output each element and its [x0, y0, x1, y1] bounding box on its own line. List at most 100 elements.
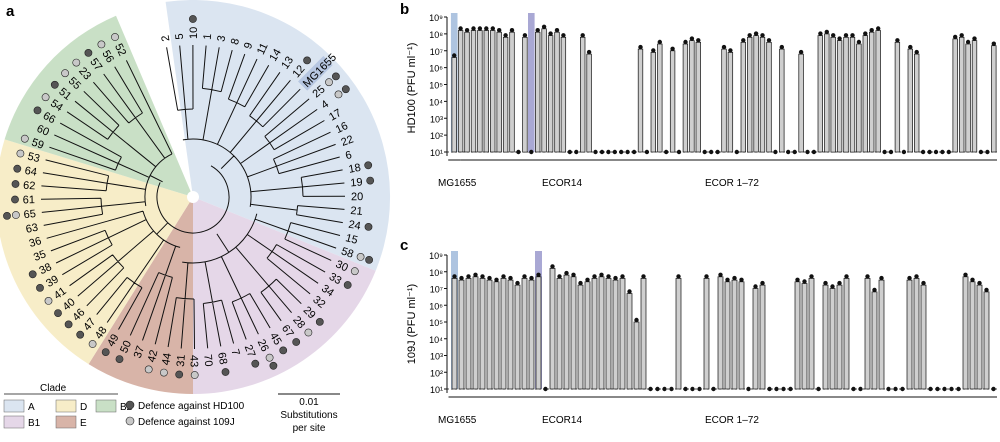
leaf-label: 33: [327, 271, 344, 287]
bar-point: [760, 280, 765, 286]
bar-point: [746, 386, 751, 392]
bar: [633, 321, 640, 390]
bar-point: [786, 149, 791, 155]
bar-point: [535, 28, 540, 33]
tree-leaf: 57: [87, 56, 104, 73]
leaf-label: 59: [30, 136, 46, 151]
tree-leaf: 18: [348, 162, 362, 176]
tree-leaf: 17: [327, 107, 344, 124]
bar: [549, 268, 556, 390]
defence-hd100-dot: [188, 15, 197, 23]
tree-leaf: 41: [52, 285, 69, 302]
leaf-label: 38: [37, 261, 53, 277]
leaf-label: 52: [112, 42, 128, 58]
defence-109j-dot: [44, 296, 53, 305]
bar-point: [728, 48, 733, 53]
bar: [521, 278, 528, 390]
tree-leaf: 5: [174, 33, 186, 40]
defence-hd100-dot: [364, 161, 373, 170]
bar-point: [824, 29, 829, 35]
bar: [864, 278, 871, 390]
defence-109j-dot: [304, 328, 313, 337]
bar-point: [963, 272, 968, 277]
tree-leaf: 10: [188, 27, 200, 39]
bar: [830, 36, 836, 153]
defence-hd100-dot: [269, 361, 278, 370]
bar: [794, 281, 801, 390]
legend-swatch-B2: [95, 399, 117, 413]
bar-point: [830, 284, 835, 289]
bar-point: [550, 264, 555, 269]
leaf-label: 66: [41, 110, 58, 126]
bar: [591, 278, 598, 390]
tree-leaf: 34: [319, 283, 336, 300]
tree-leaf: 53: [26, 151, 41, 166]
leaf-label: 57: [87, 56, 104, 73]
bar: [451, 278, 458, 390]
bar-point: [554, 28, 560, 33]
bar: [502, 36, 509, 153]
defence-hd100-dot: [28, 270, 37, 279]
y-tick-label: 10⁸: [429, 268, 443, 278]
bar-point: [627, 289, 632, 294]
defence-hd100-dot: [303, 56, 311, 65]
bar-point: [732, 275, 737, 281]
defence-109j-dot: [325, 78, 333, 87]
legend-clades: A D B2 B1 E: [3, 399, 133, 429]
bar: [906, 279, 913, 390]
bar-point: [529, 149, 534, 155]
leaf-label: 49: [105, 332, 121, 349]
bar: [766, 41, 772, 153]
bar: [824, 33, 830, 153]
y-tick-label: 10⁴: [429, 97, 443, 107]
tree-leaf: 42: [146, 349, 161, 364]
y-tick-label: 10¹: [430, 148, 443, 158]
bar-point: [940, 149, 945, 155]
legend-clade-label: A: [28, 402, 35, 413]
tree-leaf: 19: [350, 176, 363, 189]
leaf-label: 37: [132, 344, 147, 360]
bar-point: [655, 386, 660, 392]
bar: [759, 36, 766, 153]
tree-leaf: 4: [319, 98, 331, 111]
y-tick-label: 10¹: [430, 385, 443, 395]
tree-leaf: 45: [267, 331, 284, 348]
bar-point: [715, 149, 720, 155]
scale-line1: Substitutions: [280, 410, 337, 421]
bar-point: [721, 44, 727, 50]
bar: [547, 35, 554, 153]
leaf-label: 54: [48, 97, 65, 114]
leaf-label: 14: [267, 47, 284, 64]
leaf-label: 26: [255, 337, 271, 353]
bar: [843, 36, 849, 153]
bar-point: [490, 26, 495, 31]
bar: [464, 31, 470, 153]
bar-point: [956, 386, 961, 392]
bar-point: [850, 33, 855, 38]
panel-c-chart: c 109J (PFU ml⁻¹) 10¹10²10³10⁴10⁵10⁶10⁷1…: [400, 237, 997, 426]
bar-point: [522, 33, 528, 38]
bar-point: [690, 386, 695, 392]
leaf-label: 21: [350, 205, 363, 218]
leaf-label: 31: [175, 354, 188, 367]
bar: [731, 279, 738, 390]
bar: [779, 48, 785, 153]
tree-leaf: 67: [279, 323, 296, 340]
leaf-label: 53: [26, 151, 41, 166]
tree-leaf: 21: [350, 205, 363, 218]
legend-swatch-B1: [3, 415, 25, 429]
bar-point: [879, 275, 884, 281]
bar: [717, 276, 724, 390]
bar-point: [574, 149, 579, 155]
bar: [952, 38, 958, 153]
leaf-label: 18: [348, 162, 362, 176]
bar-point: [651, 48, 656, 53]
leaf-label: 5: [174, 33, 186, 40]
bar-point: [888, 149, 894, 155]
leaf-label: 2: [160, 34, 173, 42]
bar: [458, 279, 465, 390]
tree-leaf: 62: [23, 180, 36, 193]
bar: [479, 278, 486, 390]
leaf-highlight: [298, 55, 333, 91]
legend-swatch-D: [55, 399, 77, 413]
